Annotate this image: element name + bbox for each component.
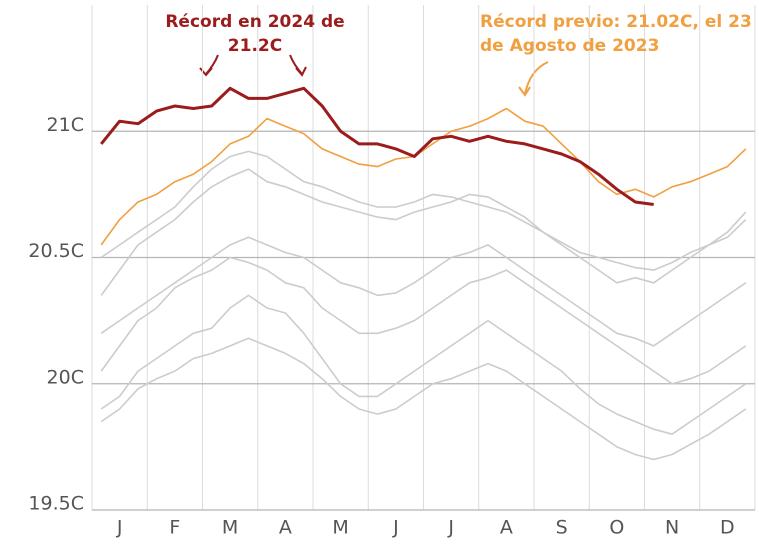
- series-line: [100, 294, 747, 435]
- arrow-head: [518, 86, 531, 97]
- series-line: [100, 337, 747, 461]
- x-tick-label: N: [665, 517, 679, 539]
- series-line: [100, 236, 747, 347]
- series-line: [100, 168, 747, 296]
- grid: [91, 5, 756, 511]
- annotation: Récord previo: 21.02C, el 23: [480, 12, 752, 32]
- arrow: [524, 61, 549, 95]
- annotation-arrows: [199, 54, 549, 97]
- x-tick-label: J: [392, 517, 399, 539]
- series-line: [100, 86, 654, 206]
- x-tick-label: M: [222, 517, 238, 539]
- y-tick-label: 19.5C: [28, 493, 84, 515]
- y-tick-label: 20.5C: [28, 240, 84, 262]
- arrow: [289, 54, 303, 75]
- x-tick-label: J: [447, 517, 454, 539]
- x-tick-label: F: [169, 517, 180, 539]
- annotation: 21.2C: [228, 36, 282, 56]
- series-line: [100, 150, 747, 271]
- x-tick-label: J: [116, 517, 123, 539]
- lines: [100, 86, 747, 461]
- series-line: [100, 107, 747, 246]
- annotation: Récord en 2024 de: [165, 12, 344, 32]
- x-tick-label: O: [609, 517, 624, 539]
- annotation: de Agosto de 2023: [480, 36, 659, 56]
- x-tick-label: D: [720, 517, 735, 539]
- x-tick-label: A: [500, 517, 513, 539]
- x-tick-label: S: [556, 517, 568, 539]
- arrow-head: [295, 66, 307, 77]
- arrow: [205, 54, 219, 75]
- y-tick-label: 21C: [47, 114, 84, 136]
- series-line: [100, 256, 747, 385]
- y-tick-label: 20C: [47, 366, 84, 388]
- x-tick-label: A: [279, 517, 292, 539]
- arrow-head: [199, 67, 213, 77]
- x-tick-label: M: [332, 517, 348, 539]
